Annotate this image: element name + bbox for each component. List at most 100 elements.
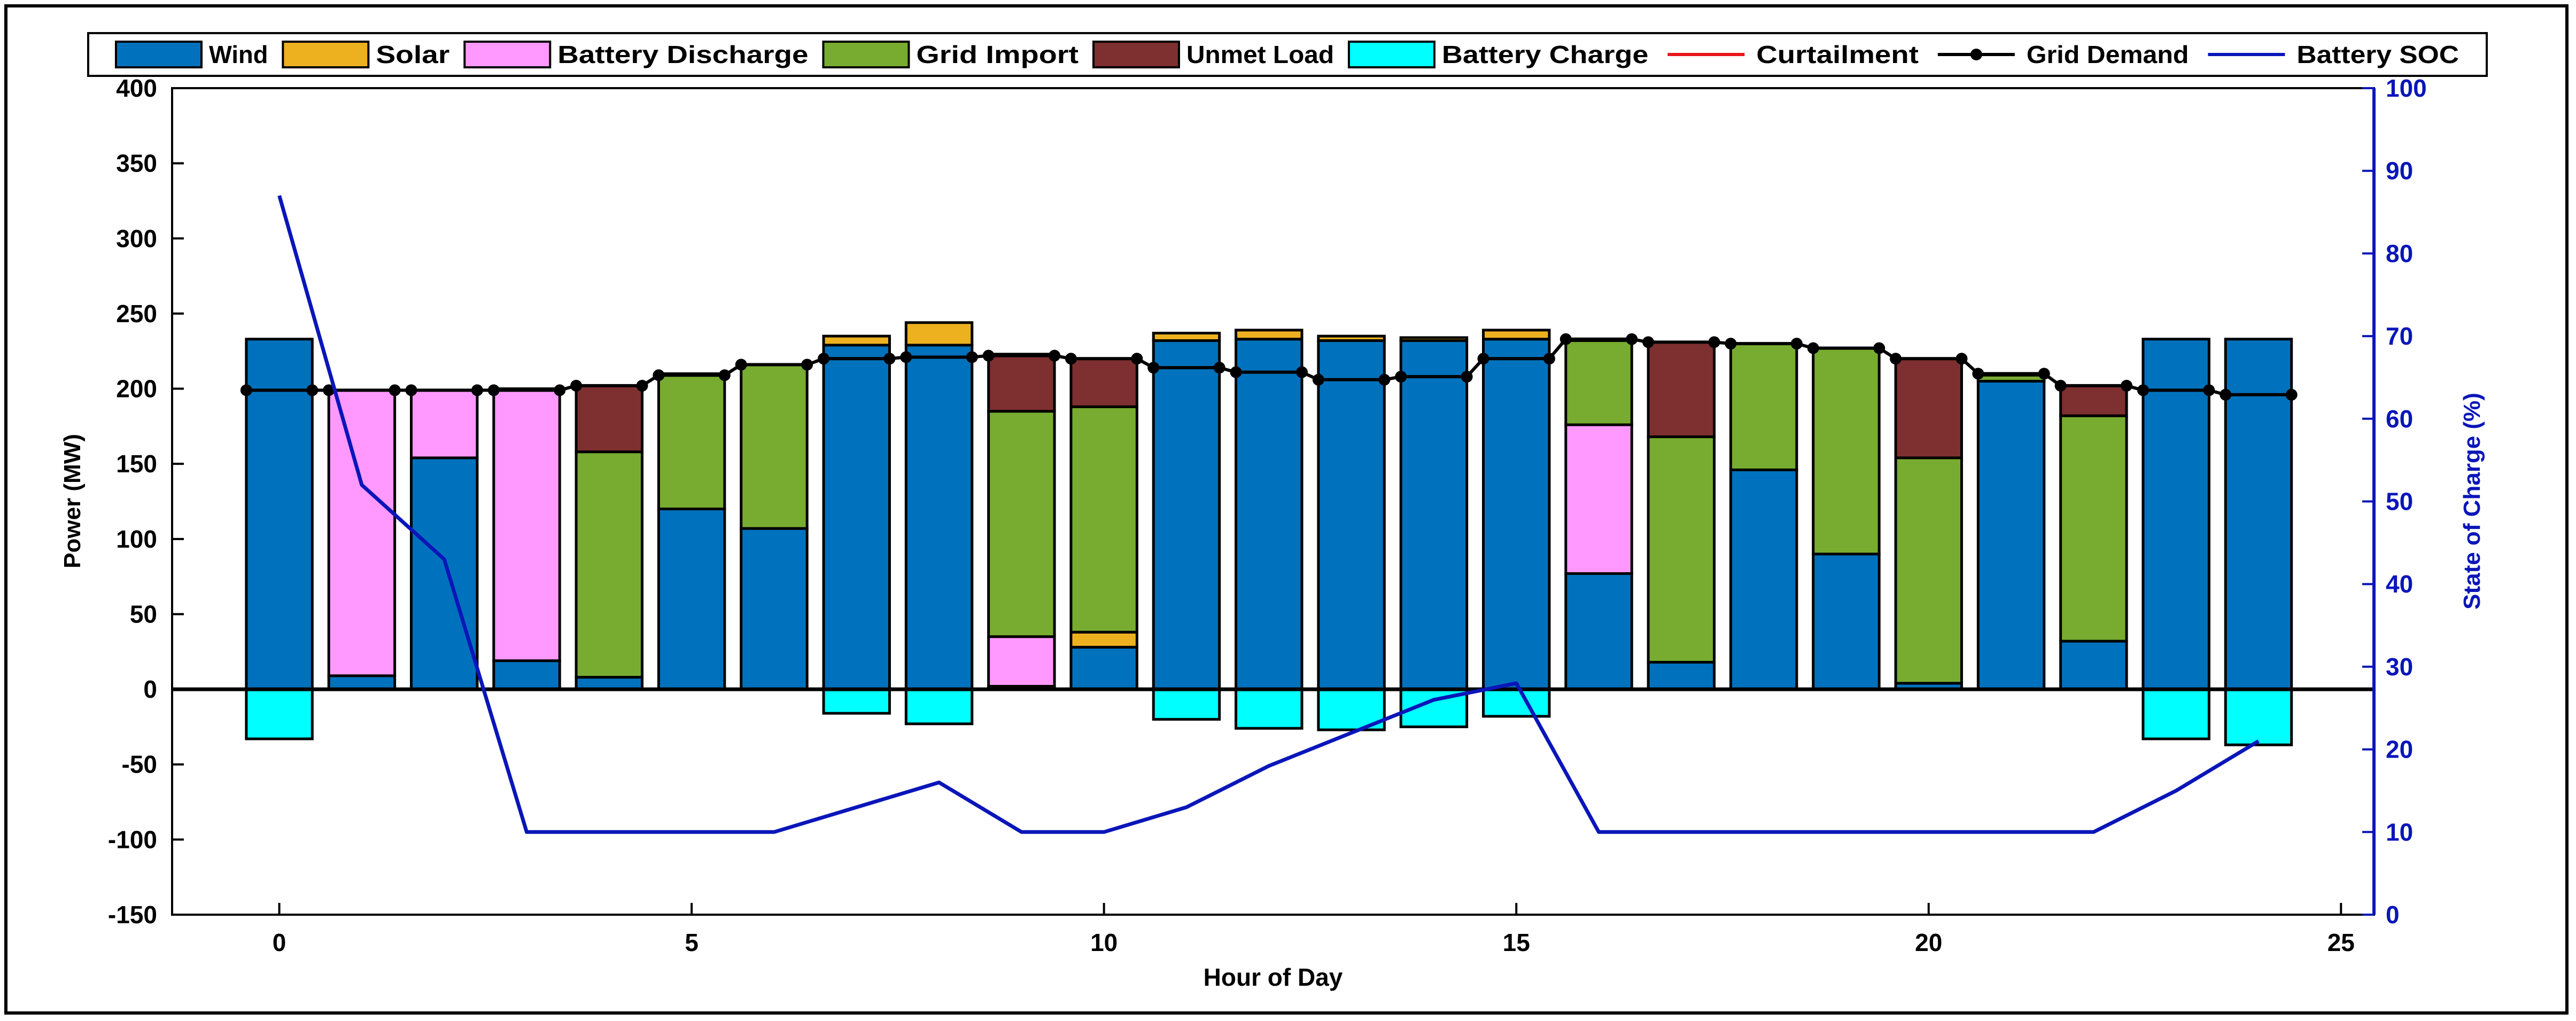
legend-swatch-grid_import — [822, 41, 910, 68]
bar-wind-hour-13 — [1317, 339, 1386, 691]
y-tick-label-100: 100 — [116, 525, 157, 553]
legend-label-battery_charge: Battery Charge — [1442, 41, 1648, 68]
y-tick-label-50: 50 — [130, 600, 157, 628]
bar-battery_charge-hour-0 — [245, 688, 314, 741]
grid-demand-marker-hour-14-start — [1395, 371, 1407, 383]
y2-tick-label-40: 40 — [2386, 570, 2413, 598]
grid-demand-marker-hour-19-end — [1873, 342, 1886, 354]
bar-layer — [245, 321, 2293, 746]
grid-demand-marker-hour-16-end — [1626, 333, 1638, 345]
bar-battery_charge-hour-12 — [1235, 688, 1303, 730]
grid-demand-marker-hour-24-start — [2220, 388, 2232, 401]
bar-battery_charge-hour-7 — [822, 688, 891, 715]
grid-demand-marker-hour-21-end — [2038, 368, 2050, 380]
grid-demand-marker-hour-23-start — [2137, 384, 2149, 396]
grid-demand-marker-hour-5-end — [718, 369, 731, 381]
bar-wind-hour-11 — [1152, 339, 1221, 691]
grid-demand-marker-hour-10-start — [1065, 353, 1077, 365]
y-tick-label-400: 400 — [116, 74, 157, 102]
y2-tick-label-60: 60 — [2386, 405, 2413, 433]
y-tick-label-150: 150 — [116, 450, 157, 478]
grid-demand-marker-hour-4-start — [570, 379, 583, 392]
bar-battery_discharge-hour-16 — [1564, 423, 1633, 575]
y-tick-label--150: -150 — [108, 901, 157, 929]
bar-wind-hour-6 — [740, 527, 809, 691]
grid-demand-marker-hour-4-end — [636, 379, 648, 392]
bar-grid_import-hour-6 — [740, 363, 809, 530]
bar-wind-hour-22 — [2059, 640, 2128, 691]
bar-wind-hour-21 — [1976, 379, 2046, 691]
bar-grid_import-hour-18 — [1729, 342, 1798, 471]
grid-demand-marker-hour-22-end — [2121, 379, 2133, 392]
bar-grid_import-hour-20 — [1894, 456, 1963, 685]
grid-demand-marker-hour-11-end — [1213, 362, 1225, 374]
y2-tick-label-0: 0 — [2386, 901, 2400, 929]
bar-wind-hour-7 — [822, 344, 891, 691]
bar-wind-hour-3 — [492, 659, 561, 691]
y-tick-label-350: 350 — [116, 150, 157, 177]
grid-demand-marker-hour-15-start — [1477, 353, 1489, 365]
bar-unmet_load-hour-17 — [1647, 340, 1716, 439]
legend-label-grid_import: Grid Import — [916, 41, 1078, 68]
grid-demand-marker-hour-19-start — [1807, 342, 1819, 354]
x-tick-label-20: 20 — [1915, 929, 1942, 956]
grid-demand-marker-hour-0-end — [306, 384, 319, 396]
grid-demand-marker-hour-2-end — [471, 384, 483, 396]
bar-solar-hour-14 — [1399, 336, 1469, 342]
grid-demand-marker-hour-17-end — [1708, 336, 1720, 348]
bar-wind-hour-16 — [1564, 572, 1633, 691]
legend-swatch-battery_charge — [1347, 41, 1436, 68]
y-tick-label--50: -50 — [122, 751, 157, 778]
grid-demand-marker-hour-9-end — [1049, 349, 1061, 362]
grid-demand-marker-hour-7-start — [818, 353, 830, 365]
y2-tick-label-70: 70 — [2386, 322, 2413, 350]
grid-demand-marker-hour-12-start — [1230, 366, 1242, 378]
bar-grid_import-hour-22 — [2059, 414, 2128, 643]
bar-battery_discharge-hour-3 — [492, 387, 561, 663]
grid-demand-marker-hour-16-start — [1559, 333, 1572, 345]
bar-wind-hour-23 — [2142, 338, 2210, 691]
y-axis-label: Power (MW) — [59, 434, 86, 568]
y-tick-label-200: 200 — [116, 375, 157, 403]
bar-grid_import-hour-16 — [1564, 339, 1633, 426]
x-tick-label-0: 0 — [273, 929, 286, 956]
y-tick-label-300: 300 — [116, 224, 157, 252]
grid-demand-marker-hour-8-start — [900, 351, 912, 363]
x-tick-label-10: 10 — [1090, 929, 1118, 956]
y2-tick-label-50: 50 — [2386, 488, 2413, 516]
grid-demand-marker-hour-3-start — [487, 384, 500, 396]
grid-demand-marker-hour-13-start — [1312, 373, 1324, 386]
bar-unmet_load-hour-20 — [1894, 357, 1963, 459]
grid-demand-marker-hour-21-start — [1972, 368, 1984, 380]
grid-demand-marker-hour-3-end — [554, 384, 566, 396]
bar-grid_import-hour-19 — [1812, 347, 1881, 556]
grid-demand-marker-hour-6-end — [801, 358, 813, 371]
bar-unmet_load-hour-10 — [1069, 357, 1138, 408]
x-axis-label: Hour of Day — [1204, 963, 1343, 991]
legend-swatch-wind — [115, 41, 203, 68]
grid-demand-marker-hour-14-end — [1461, 371, 1473, 383]
bar-wind-hour-8 — [904, 344, 974, 691]
legend-label-curtailment: Curtailment — [1756, 41, 1919, 68]
grid-demand-marker-hour-13-end — [1378, 373, 1391, 386]
bar-battery_discharge-hour-9 — [987, 635, 1056, 688]
bar-wind-hour-19 — [1812, 552, 1881, 691]
bar-unmet_load-hour-9 — [987, 353, 1056, 413]
bar-solar-hour-12 — [1235, 329, 1303, 341]
bar-wind-hour-24 — [2224, 338, 2293, 691]
bar-wind-hour-5 — [657, 508, 726, 691]
grid-demand-marker-hour-22-start — [2054, 379, 2067, 392]
grid-demand-marker-hour-6-start — [735, 358, 747, 371]
y2-tick-label-90: 90 — [2386, 157, 2413, 185]
bar-grid_import-hour-17 — [1647, 435, 1716, 664]
legend-swatch-solar — [282, 41, 370, 68]
grid-demand-marker-hour-20-end — [1956, 353, 1968, 365]
grid-demand-marker-hour-23-end — [2203, 384, 2215, 396]
y-tick-label-250: 250 — [116, 300, 157, 328]
y-tick-label-0: 0 — [143, 675, 157, 703]
grid-demand-marker-hour-18-end — [1790, 338, 1803, 350]
bar-wind-hour-12 — [1235, 338, 1303, 691]
bar-solar-hour-7 — [822, 334, 891, 347]
bar-battery_charge-hour-8 — [904, 688, 974, 726]
grid-demand-marker-hour-8-end — [966, 351, 978, 363]
